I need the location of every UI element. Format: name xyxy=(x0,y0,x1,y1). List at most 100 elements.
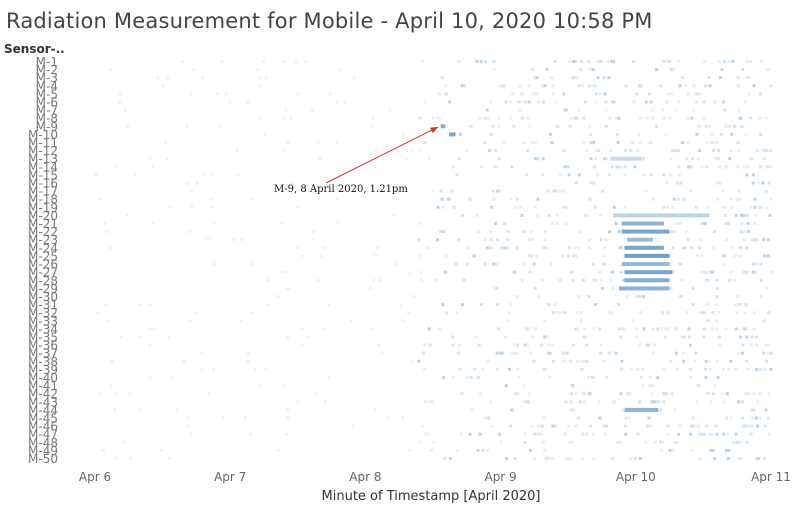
measurement-dot xyxy=(651,108,655,112)
measurement-dot xyxy=(672,197,676,201)
row-label: M-48 xyxy=(28,436,58,450)
measurement-dot xyxy=(614,116,618,120)
measurement-dot xyxy=(605,424,609,428)
measurement-dot xyxy=(677,149,681,153)
measurement-dot xyxy=(608,116,612,120)
row-label: M-40 xyxy=(28,371,58,385)
measurement-dot xyxy=(282,116,286,120)
measurement-dot xyxy=(524,343,527,347)
measurement-dot xyxy=(437,92,441,96)
measurement-dot xyxy=(611,100,615,104)
measurement-dot xyxy=(508,424,512,428)
measurement-dot xyxy=(396,197,400,201)
measurement-dot xyxy=(635,327,639,331)
measurement-dot xyxy=(742,230,746,234)
measurement-dot xyxy=(250,311,254,315)
measurement-dot xyxy=(577,327,580,331)
measurement-dot xyxy=(439,189,443,193)
measurement-dot xyxy=(417,359,421,363)
measurement-dot xyxy=(126,124,130,128)
measurement-dot xyxy=(213,222,217,225)
measurement-dot xyxy=(419,270,423,274)
measurement-dot xyxy=(286,416,290,420)
measurement-dot xyxy=(492,60,496,63)
measurement-dot xyxy=(716,197,720,201)
measurement-dot xyxy=(568,457,572,460)
measurement-dot xyxy=(506,238,510,242)
measurement-dot xyxy=(476,230,480,234)
measurement-dot xyxy=(669,68,673,72)
measurement-dot xyxy=(256,68,260,72)
measurement-dot xyxy=(128,392,132,396)
measurement-dot xyxy=(717,149,721,153)
measurement-dot xyxy=(751,424,754,428)
measurement-dot xyxy=(418,440,422,444)
measurement-dot xyxy=(727,222,731,225)
row-label: M-30 xyxy=(28,290,58,304)
measurement-dot xyxy=(498,432,502,436)
measurement-dot xyxy=(702,100,706,104)
measurement-dot xyxy=(662,367,665,371)
measurement-dot xyxy=(444,254,448,258)
measurement-dot xyxy=(412,295,416,298)
measurement-dot xyxy=(529,448,532,452)
measurement-dot xyxy=(496,327,500,331)
measurement-dot xyxy=(599,238,603,242)
measurement-dot xyxy=(476,376,480,379)
measurement-dot xyxy=(509,197,513,201)
measurement-dot xyxy=(752,408,756,412)
measurement-dot xyxy=(650,384,654,388)
measurement-dot xyxy=(531,335,534,339)
measurement-dot xyxy=(601,286,604,290)
measurement-dot xyxy=(561,254,565,258)
measurement-dot xyxy=(604,157,608,161)
measurement-dot xyxy=(151,165,155,169)
row-label: M-49 xyxy=(28,444,58,458)
row-label: M-47 xyxy=(28,428,58,442)
measurement-dot xyxy=(766,343,770,347)
measurement-dot xyxy=(659,327,663,331)
measurement-dot xyxy=(760,295,763,298)
measurement-dot xyxy=(438,327,441,331)
measurement-dot xyxy=(431,116,435,120)
measurement-dot xyxy=(210,205,214,209)
measurement-dot xyxy=(300,327,304,331)
measurement-dot xyxy=(697,384,700,388)
measurement-dot xyxy=(745,246,748,250)
measurement-dot xyxy=(696,157,700,161)
measurement-dot xyxy=(571,278,575,282)
measurement-dot xyxy=(492,68,496,72)
measurement-dot xyxy=(182,359,186,363)
measurement-dot xyxy=(249,197,253,201)
measurement-dot xyxy=(518,108,522,112)
measurement-dot xyxy=(532,262,536,266)
measurement-dot xyxy=(527,238,531,242)
measurement-dot xyxy=(571,76,575,80)
row-label: M-17 xyxy=(28,185,58,199)
measurement-dot xyxy=(725,238,729,242)
measurement-dot xyxy=(671,68,675,72)
measurement-dot xyxy=(567,173,571,177)
measurement-dot xyxy=(756,424,760,428)
measurement-dot xyxy=(431,400,435,404)
measurement-dot xyxy=(579,311,583,315)
measurement-dots xyxy=(94,60,773,460)
measurement-dot xyxy=(752,392,756,396)
measurement-dot xyxy=(662,60,666,63)
measurement-dot xyxy=(192,68,196,72)
measurement-dot xyxy=(762,457,766,460)
measurement-dot xyxy=(316,141,320,144)
measurement-dot xyxy=(535,254,538,258)
measurement-dot xyxy=(559,173,563,177)
measurement-dot xyxy=(674,327,678,331)
measurement-dot xyxy=(591,376,595,379)
row-label: M-26 xyxy=(28,258,58,272)
measurement-dot xyxy=(764,116,768,120)
measurement-dot xyxy=(472,254,476,258)
measurement-dot xyxy=(604,124,608,128)
measurement-dot xyxy=(295,246,299,250)
measurement-dot xyxy=(536,424,540,428)
measurement-dot xyxy=(682,197,686,201)
measurement-dot xyxy=(729,359,733,363)
measurement-dot xyxy=(759,262,763,266)
